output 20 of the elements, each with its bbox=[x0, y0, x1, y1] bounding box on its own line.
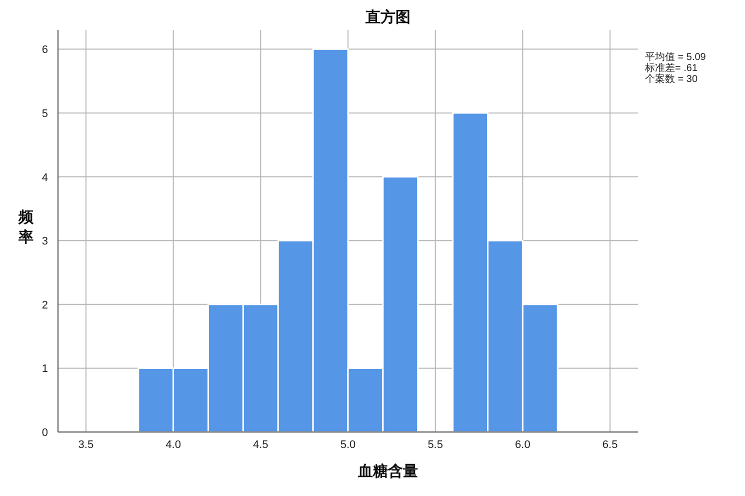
y-tick-label: 3 bbox=[42, 236, 48, 248]
y-tick-label: 2 bbox=[42, 299, 48, 312]
text: 个案数 = 30 bbox=[645, 73, 698, 85]
x-axis-title: 血糖含量 bbox=[357, 463, 418, 480]
text: 平均值 = 5.09 bbox=[645, 51, 706, 63]
x-tick-label: 5.5 bbox=[428, 439, 443, 451]
x-tick-label: 6.0 bbox=[515, 439, 530, 451]
x-tick-label: 5.0 bbox=[340, 439, 356, 451]
x-tick-label: 6.5 bbox=[602, 439, 618, 451]
x-tick-label: 4.5 bbox=[253, 439, 268, 451]
x-tick-label: 3.5 bbox=[78, 439, 94, 451]
y-tick-label: 6 bbox=[42, 44, 48, 56]
y-tick-label: 1 bbox=[42, 363, 48, 376]
y-tick-label: 4 bbox=[42, 172, 48, 184]
y-tick-label: 0 bbox=[42, 427, 48, 439]
text: 标准差= .61 bbox=[644, 62, 698, 74]
chart-title: 直方图 bbox=[364, 8, 410, 26]
y-axis-title: 频率 bbox=[18, 209, 34, 246]
y-tick-label: 5 bbox=[42, 108, 48, 120]
x-tick-label: 4.0 bbox=[166, 439, 181, 451]
